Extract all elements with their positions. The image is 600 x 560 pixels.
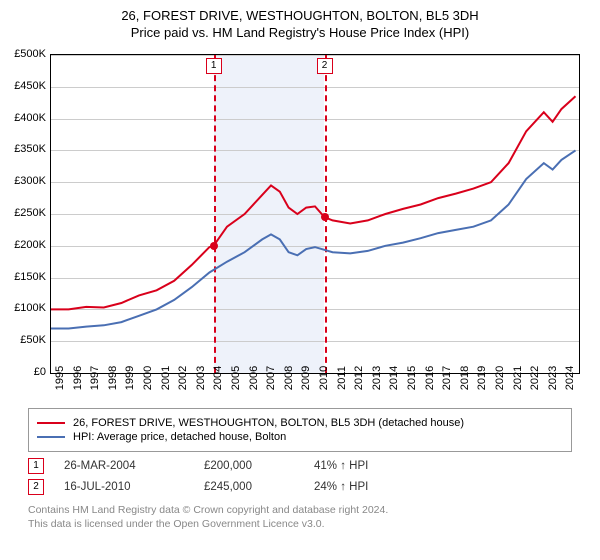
events-table: 1 26-MAR-2004 £200,000 41% ↑ HPI 2 16-JU… [28, 458, 572, 495]
y-axis-label: £150K [0, 271, 46, 283]
y-axis-label: £250K [0, 207, 46, 219]
y-axis-label: £100K [0, 302, 46, 314]
x-axis-label: 2005 [230, 366, 242, 390]
x-axis-label: 1997 [89, 366, 101, 390]
event-dot [321, 213, 329, 221]
y-axis-label: £450K [0, 80, 46, 92]
event-marker-label: 2 [317, 58, 333, 74]
legend: 26, FOREST DRIVE, WESTHOUGHTON, BOLTON, … [28, 408, 572, 452]
footer-attribution: Contains HM Land Registry data © Crown c… [28, 503, 572, 531]
x-axis-label: 2012 [353, 366, 365, 390]
x-axis-label: 2021 [512, 366, 524, 390]
chart-title-block: 26, FOREST DRIVE, WESTHOUGHTON, BOLTON, … [0, 0, 600, 44]
x-axis-label: 2013 [371, 366, 383, 390]
y-axis-label: £50K [0, 334, 46, 346]
x-axis-label: 2001 [160, 366, 172, 390]
event-row: 2 16-JUL-2010 £245,000 24% ↑ HPI [28, 479, 572, 495]
event-price: £245,000 [204, 481, 294, 493]
event-price: £200,000 [204, 460, 294, 472]
plot-region [50, 54, 580, 374]
y-axis-label: £300K [0, 175, 46, 187]
x-axis-label: 2014 [388, 366, 400, 390]
x-axis-label: 2007 [265, 366, 277, 390]
y-axis-label: £400K [0, 112, 46, 124]
chart-svg [51, 55, 579, 373]
event-date: 26-MAR-2004 [64, 460, 184, 472]
x-axis-label: 2011 [336, 366, 348, 390]
event-marker-label: 1 [206, 58, 222, 74]
legend-swatch [37, 422, 65, 424]
event-date: 16-JUL-2010 [64, 481, 184, 493]
x-axis-label: 2017 [441, 366, 453, 390]
event-pct: 24% ↑ HPI [314, 481, 368, 493]
x-axis-label: 2004 [212, 366, 224, 390]
x-axis-label: 1996 [72, 366, 84, 390]
event-pct: 41% ↑ HPI [314, 460, 368, 472]
chart-area: 1 2 £0 £50K £100K £150K £200K £250K £300K £350K £4… [0, 44, 600, 404]
x-axis-label: 2010 [318, 366, 330, 390]
legend-item-hpi: HPI: Average price, detached house, Bolt… [37, 431, 563, 443]
x-axis-label: 2000 [142, 366, 154, 390]
legend-swatch [37, 436, 65, 438]
x-axis-label: 2003 [195, 366, 207, 390]
x-axis-label: 2015 [406, 366, 418, 390]
series-price_paid [51, 96, 576, 309]
y-axis-label: £200K [0, 239, 46, 251]
x-axis-label: 2020 [494, 366, 506, 390]
x-axis-label: 2006 [248, 366, 260, 390]
y-axis-label: £500K [0, 48, 46, 60]
x-axis-label: 1999 [124, 366, 136, 390]
x-axis-label: 1995 [54, 366, 66, 390]
x-axis-label: 2019 [476, 366, 488, 390]
x-axis-label: 2008 [283, 366, 295, 390]
y-axis-label: £0 [0, 366, 46, 378]
event-marker-2: 2 [28, 479, 44, 495]
footer-line1: Contains HM Land Registry data © Crown c… [28, 504, 388, 516]
title-subtitle: Price paid vs. HM Land Registry's House … [0, 25, 600, 40]
footer-line2: This data is licensed under the Open Gov… [28, 518, 325, 530]
event-row: 1 26-MAR-2004 £200,000 41% ↑ HPI [28, 458, 572, 474]
x-axis-label: 2016 [424, 366, 436, 390]
y-axis-label: £350K [0, 143, 46, 155]
event-dot [210, 242, 218, 250]
x-axis-label: 2024 [564, 366, 576, 390]
legend-item-price: 26, FOREST DRIVE, WESTHOUGHTON, BOLTON, … [37, 417, 563, 429]
x-axis-label: 2009 [300, 366, 312, 390]
legend-label: HPI: Average price, detached house, Bolt… [73, 431, 286, 443]
legend-label: 26, FOREST DRIVE, WESTHOUGHTON, BOLTON, … [73, 417, 464, 429]
x-axis-label: 2002 [177, 366, 189, 390]
event-marker-1: 1 [28, 458, 44, 474]
x-axis-label: 2022 [529, 366, 541, 390]
x-axis-label: 2023 [547, 366, 559, 390]
x-axis-label: 1998 [107, 366, 119, 390]
x-axis-label: 2018 [459, 366, 471, 390]
title-address: 26, FOREST DRIVE, WESTHOUGHTON, BOLTON, … [0, 8, 600, 23]
